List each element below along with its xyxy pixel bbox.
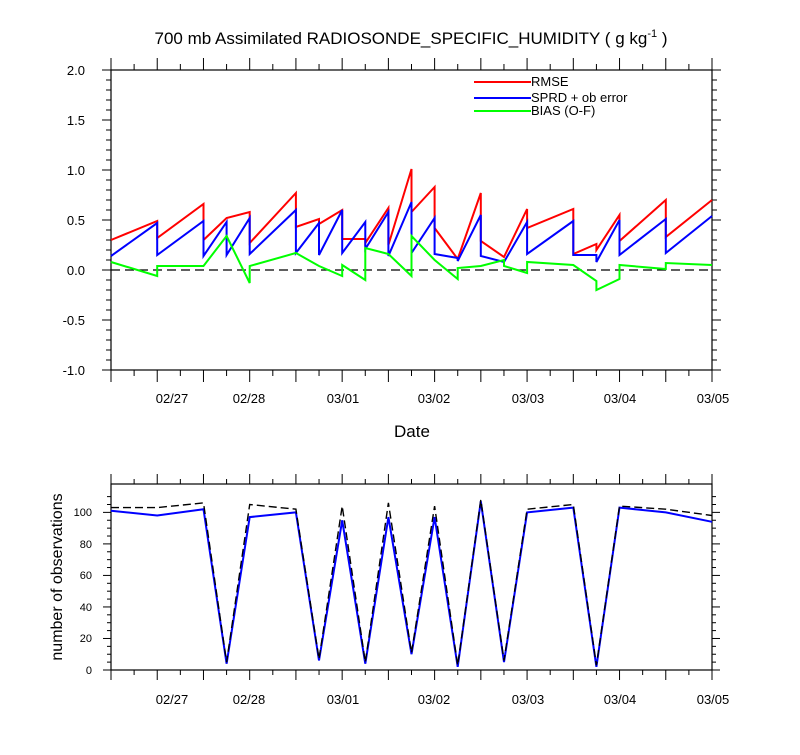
bottom-plot-frame xyxy=(110,483,713,671)
legend: RMSE SPRD + ob error BIAS (O-F) xyxy=(474,74,628,118)
x-tick-label: 02/28 xyxy=(233,391,266,406)
series-line-obs-used xyxy=(110,501,713,667)
top-x-tick-labels: 02/27 02/28 03/01 03/02 03/03 03/04 03/0… xyxy=(156,391,730,406)
x-tick-label: 03/01 xyxy=(327,692,360,707)
top-y-tick-labels: 2.0 1.5 1.0 0.5 0.0 -0.5 -1.0 xyxy=(63,63,85,378)
y-tick-label: 0.5 xyxy=(67,213,85,228)
y-tick-label: 1.5 xyxy=(67,113,85,128)
y-tick-label: 0.0 xyxy=(67,263,85,278)
x-axis-title: Date xyxy=(394,422,430,441)
x-tick-label: 03/03 xyxy=(512,692,545,707)
series-line-obs-possible xyxy=(111,499,713,666)
top-series-group xyxy=(110,168,713,292)
legend-label-bias: BIAS (O-F) xyxy=(531,103,595,118)
bottom-x-tick-labels: 02/27 02/28 03/01 03/02 03/03 03/04 03/0… xyxy=(156,692,730,707)
x-tick-label: 03/05 xyxy=(697,692,730,707)
top-axis-ticks xyxy=(102,58,721,382)
chart-title: 700 mb Assimilated RADIOSONDE_SPECIFIC_H… xyxy=(155,28,668,48)
x-tick-label: 02/27 xyxy=(156,692,189,707)
y-tick-label: 100 xyxy=(74,507,92,519)
bottom-y-tick-labels: 100 80 60 40 20 0 xyxy=(74,507,92,677)
x-tick-label: 02/28 xyxy=(233,692,266,707)
y-tick-label: 40 xyxy=(80,602,92,614)
y-tick-label: 2.0 xyxy=(67,63,85,78)
series-line-bias-o-f xyxy=(110,233,713,292)
y-tick-label: 80 xyxy=(80,539,92,551)
x-tick-label: 03/02 xyxy=(418,692,451,707)
y-tick-label: 60 xyxy=(80,570,92,582)
x-tick-label: 03/01 xyxy=(327,391,360,406)
bottom-y-axis-title: number of observations xyxy=(49,493,66,660)
y-tick-label: -1.0 xyxy=(63,363,85,378)
y-tick-label: 0 xyxy=(86,665,92,677)
y-tick-label: 20 xyxy=(80,633,92,645)
legend-label-rmse: RMSE xyxy=(531,74,569,89)
y-tick-label: -0.5 xyxy=(63,313,85,328)
legend-label-sprd: SPRD + ob error xyxy=(531,90,628,105)
series-line-sprd-ob-error xyxy=(110,201,713,264)
x-tick-label: 03/03 xyxy=(512,391,545,406)
x-tick-label: 03/05 xyxy=(697,391,730,406)
series-line-rmse xyxy=(110,168,713,262)
x-tick-label: 03/02 xyxy=(418,391,451,406)
bottom-series-group xyxy=(110,499,713,667)
x-tick-label: 02/27 xyxy=(156,391,189,406)
bottom-axis-ticks xyxy=(103,474,720,680)
x-tick-label: 03/04 xyxy=(604,391,637,406)
x-tick-label: 03/04 xyxy=(604,692,637,707)
y-tick-label: 1.0 xyxy=(67,163,85,178)
